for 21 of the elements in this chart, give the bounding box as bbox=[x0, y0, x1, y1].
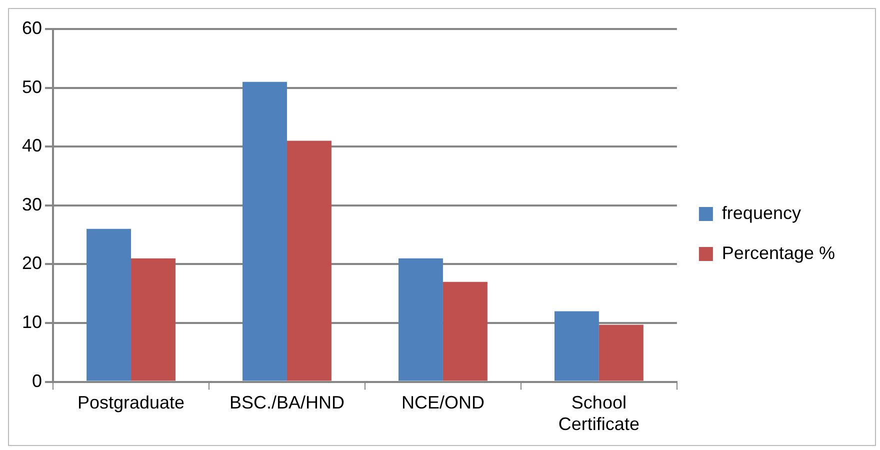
x-tick-label: Postgraduate bbox=[77, 392, 185, 413]
y-tick-label: 60 bbox=[22, 18, 42, 38]
bar bbox=[131, 258, 176, 381]
y-tick-label: 50 bbox=[22, 76, 42, 97]
bar bbox=[398, 258, 443, 381]
bar bbox=[286, 140, 332, 381]
bar bbox=[442, 282, 488, 381]
legend-label: frequency bbox=[722, 202, 801, 223]
x-tick-label: BSC./BA/HND bbox=[229, 392, 344, 413]
x-tick-label: School Certificate bbox=[558, 392, 640, 434]
legend-label: Percentage % bbox=[722, 242, 836, 263]
y-tick-label: 20 bbox=[22, 253, 42, 274]
bar bbox=[554, 311, 599, 381]
y-tick-label: 30 bbox=[22, 194, 42, 214]
bar bbox=[86, 228, 132, 381]
y-tick-label: 40 bbox=[22, 136, 42, 156]
bar bbox=[242, 82, 287, 381]
y-tick-label: 10 bbox=[22, 312, 42, 332]
x-tick-label: NCE/OND bbox=[401, 392, 484, 413]
y-tick-label: 0 bbox=[32, 370, 42, 391]
bar bbox=[598, 324, 644, 381]
